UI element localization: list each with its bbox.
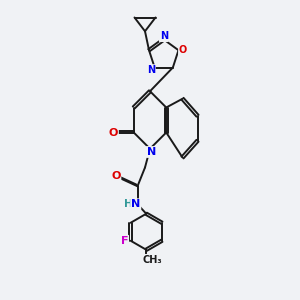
Text: N: N	[147, 147, 156, 157]
Text: N: N	[131, 199, 140, 209]
Text: CH₃: CH₃	[143, 255, 162, 265]
Text: N: N	[147, 65, 155, 75]
Text: N: N	[160, 31, 168, 41]
Text: F: F	[121, 236, 128, 246]
Text: O: O	[111, 171, 120, 181]
Text: O: O	[179, 45, 187, 55]
Text: H: H	[124, 199, 133, 209]
Text: O: O	[109, 128, 118, 137]
